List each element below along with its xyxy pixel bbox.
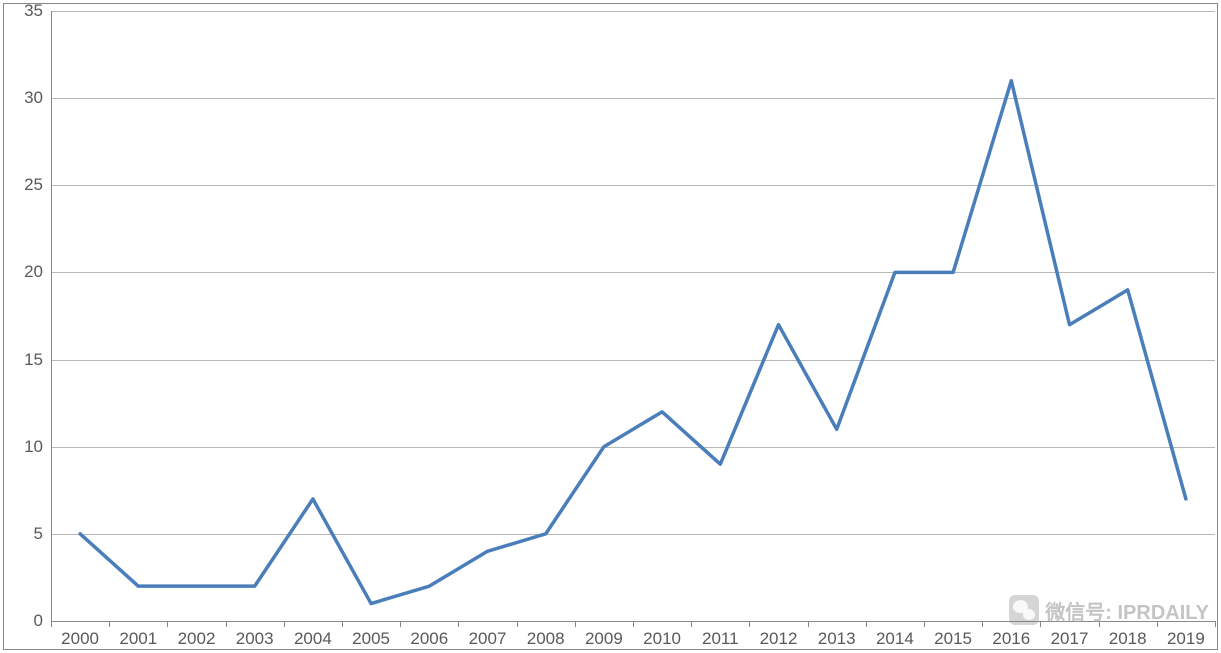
x-tick-label: 2005 xyxy=(352,629,390,649)
x-tick-label: 2000 xyxy=(61,629,99,649)
wechat-icon xyxy=(1009,595,1039,625)
y-tick-label: 30 xyxy=(24,88,43,108)
x-tick-label: 2011 xyxy=(702,629,739,649)
x-tick-label: 2016 xyxy=(992,629,1030,649)
x-tick-label: 2012 xyxy=(760,629,798,649)
plot-area: 0510152025303520002001200220032004200520… xyxy=(51,11,1215,621)
x-tick-label: 2019 xyxy=(1167,629,1205,649)
watermark: 微信号: IPRDAILY xyxy=(1009,595,1209,625)
chart-container: 0 5 10 15 20 25 30 35 2000 2001 2002 2003 2004 2005 20… xyxy=(3,3,1218,650)
x-tick-label: 2015 xyxy=(934,629,972,649)
x-tick-label: 2004 xyxy=(294,629,332,649)
x-tick-label: 2003 xyxy=(236,629,274,649)
x-tick-label: 2009 xyxy=(585,629,623,649)
y-tick-label: 0 xyxy=(34,611,43,631)
x-tick-label: 2018 xyxy=(1109,629,1147,649)
y-tick-label: 10 xyxy=(24,437,43,457)
x-tick-label: 2008 xyxy=(527,629,565,649)
x-tick-label: 2010 xyxy=(643,629,681,649)
x-tick-label: 2001 xyxy=(119,629,157,649)
x-tick-label: 2013 xyxy=(818,629,856,649)
x-tick-label: 2006 xyxy=(410,629,448,649)
x-tick-label: 2002 xyxy=(178,629,216,649)
watermark-text: 微信号: IPRDAILY xyxy=(1045,596,1209,625)
y-tick-label: 20 xyxy=(24,262,43,282)
x-tick-label: 2017 xyxy=(1051,629,1089,649)
x-tick-label: 2014 xyxy=(876,629,914,649)
y-tick-label: 5 xyxy=(34,524,43,544)
y-tick-label: 35 xyxy=(24,1,43,21)
x-tick-label: 2007 xyxy=(469,629,507,649)
y-tick-label: 15 xyxy=(24,350,43,370)
line-series xyxy=(51,11,1215,621)
y-tick-label: 25 xyxy=(24,175,43,195)
